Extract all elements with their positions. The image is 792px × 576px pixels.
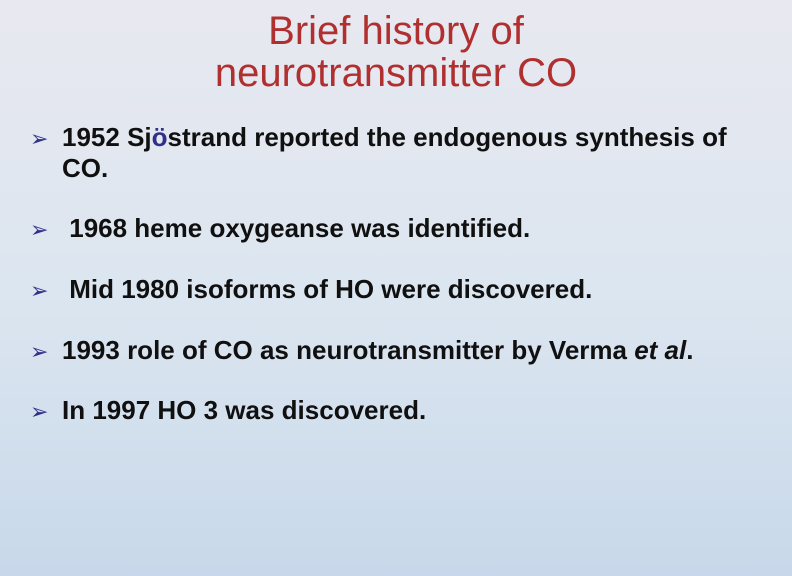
bullet-text-post: Mid 1980 isoforms of HO were discovered. (69, 274, 592, 304)
bullet-text-italic: et al (634, 335, 686, 365)
bullet-text-tail: . (686, 335, 693, 365)
bullet-item: ➢ In 1997 HO 3 was discovered. (30, 395, 762, 426)
bullet-text-accent: ö (152, 122, 168, 152)
slide: Brief history of neurotransmitter CO ➢ 19… (0, 0, 792, 576)
title-line-2: neurotransmitter CO (215, 51, 577, 95)
bullet-text: 1968 heme oxygeanse was identified. (69, 213, 530, 243)
slide-title: Brief history of neurotransmitter CO (30, 10, 762, 94)
bullet-arrow-icon: ➢ (30, 339, 48, 365)
bullet-arrow-icon: ➢ (30, 399, 48, 425)
bullet-text-pre: 1952 Sj (62, 122, 152, 152)
bullet-item: ➢ 1952 Sjöstrand reported the endogenous … (30, 122, 762, 183)
bullet-text-post: 1993 role of CO as neurotransmitter by V… (62, 335, 634, 365)
bullet-text-post: 1968 heme oxygeanse was identified. (69, 213, 530, 243)
bullet-arrow-icon: ➢ (30, 217, 48, 243)
bullet-text: 1993 role of CO as neurotransmitter by V… (62, 335, 693, 365)
bullet-item: ➢ 1993 role of CO as neurotransmitter by … (30, 335, 762, 366)
bullet-item: ➢ Mid 1980 isoforms of HO were discovere… (30, 274, 762, 305)
bullet-arrow-icon: ➢ (30, 278, 48, 304)
bullet-arrow-icon: ➢ (30, 126, 48, 152)
title-line-1: Brief history of (268, 9, 524, 53)
bullet-text: Mid 1980 isoforms of HO were discovered. (69, 274, 592, 304)
bullet-text-post: In 1997 HO 3 was discovered. (62, 395, 426, 425)
bullet-list: ➢ 1952 Sjöstrand reported the endogenous … (30, 122, 762, 426)
bullet-text: 1952 Sjöstrand reported the endogenous s… (62, 122, 727, 183)
bullet-text: In 1997 HO 3 was discovered. (62, 395, 426, 425)
bullet-item: ➢ 1968 heme oxygeanse was identified. (30, 213, 762, 244)
